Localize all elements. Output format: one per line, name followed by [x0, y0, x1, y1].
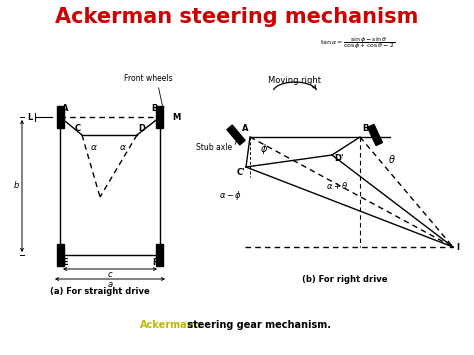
Text: $\theta$: $\theta$ [388, 153, 396, 165]
Text: M: M [172, 113, 180, 121]
Text: Stub axle: Stub axle [196, 142, 232, 152]
Text: $\tan\alpha = \dfrac{\sin\phi - \sin\theta}{\cos\phi + \cos\theta - 2}$: $\tan\alpha = \dfrac{\sin\phi - \sin\the… [320, 35, 395, 51]
Text: (a) For straight drive: (a) For straight drive [50, 287, 150, 296]
Text: F: F [152, 258, 158, 267]
Text: A: A [241, 124, 248, 133]
Text: B: B [362, 124, 368, 133]
Text: Moving right: Moving right [268, 76, 321, 85]
Text: Front wheels: Front wheels [124, 74, 173, 83]
Text: $\alpha - \phi$: $\alpha - \phi$ [219, 189, 243, 202]
Text: D: D [138, 124, 145, 133]
Text: (b) For right drive: (b) For right drive [302, 275, 388, 284]
Text: L: L [27, 113, 33, 121]
Polygon shape [56, 106, 64, 128]
Text: $\alpha + \theta$: $\alpha + \theta$ [326, 180, 348, 191]
Text: Ackermann: Ackermann [140, 320, 201, 330]
Text: steering gear mechanism.: steering gear mechanism. [184, 320, 331, 330]
Polygon shape [156, 244, 164, 266]
Text: C': C' [237, 168, 245, 177]
Polygon shape [56, 244, 64, 266]
Text: D': D' [334, 154, 344, 163]
Text: C: C [75, 124, 81, 133]
Polygon shape [227, 125, 245, 145]
Text: $\alpha$: $\alpha$ [119, 143, 127, 152]
Text: b: b [14, 181, 19, 191]
Text: $\phi$: $\phi$ [260, 142, 268, 156]
Text: A: A [62, 104, 69, 113]
Polygon shape [368, 125, 383, 146]
Text: a: a [108, 280, 112, 289]
Text: E: E [62, 258, 68, 267]
Text: B: B [152, 104, 158, 113]
Polygon shape [156, 106, 164, 128]
Text: Ackerman steering mechanism: Ackerman steering mechanism [55, 7, 419, 27]
Text: $\alpha$: $\alpha$ [90, 143, 98, 152]
Text: c: c [108, 270, 112, 279]
Text: I: I [456, 242, 459, 251]
